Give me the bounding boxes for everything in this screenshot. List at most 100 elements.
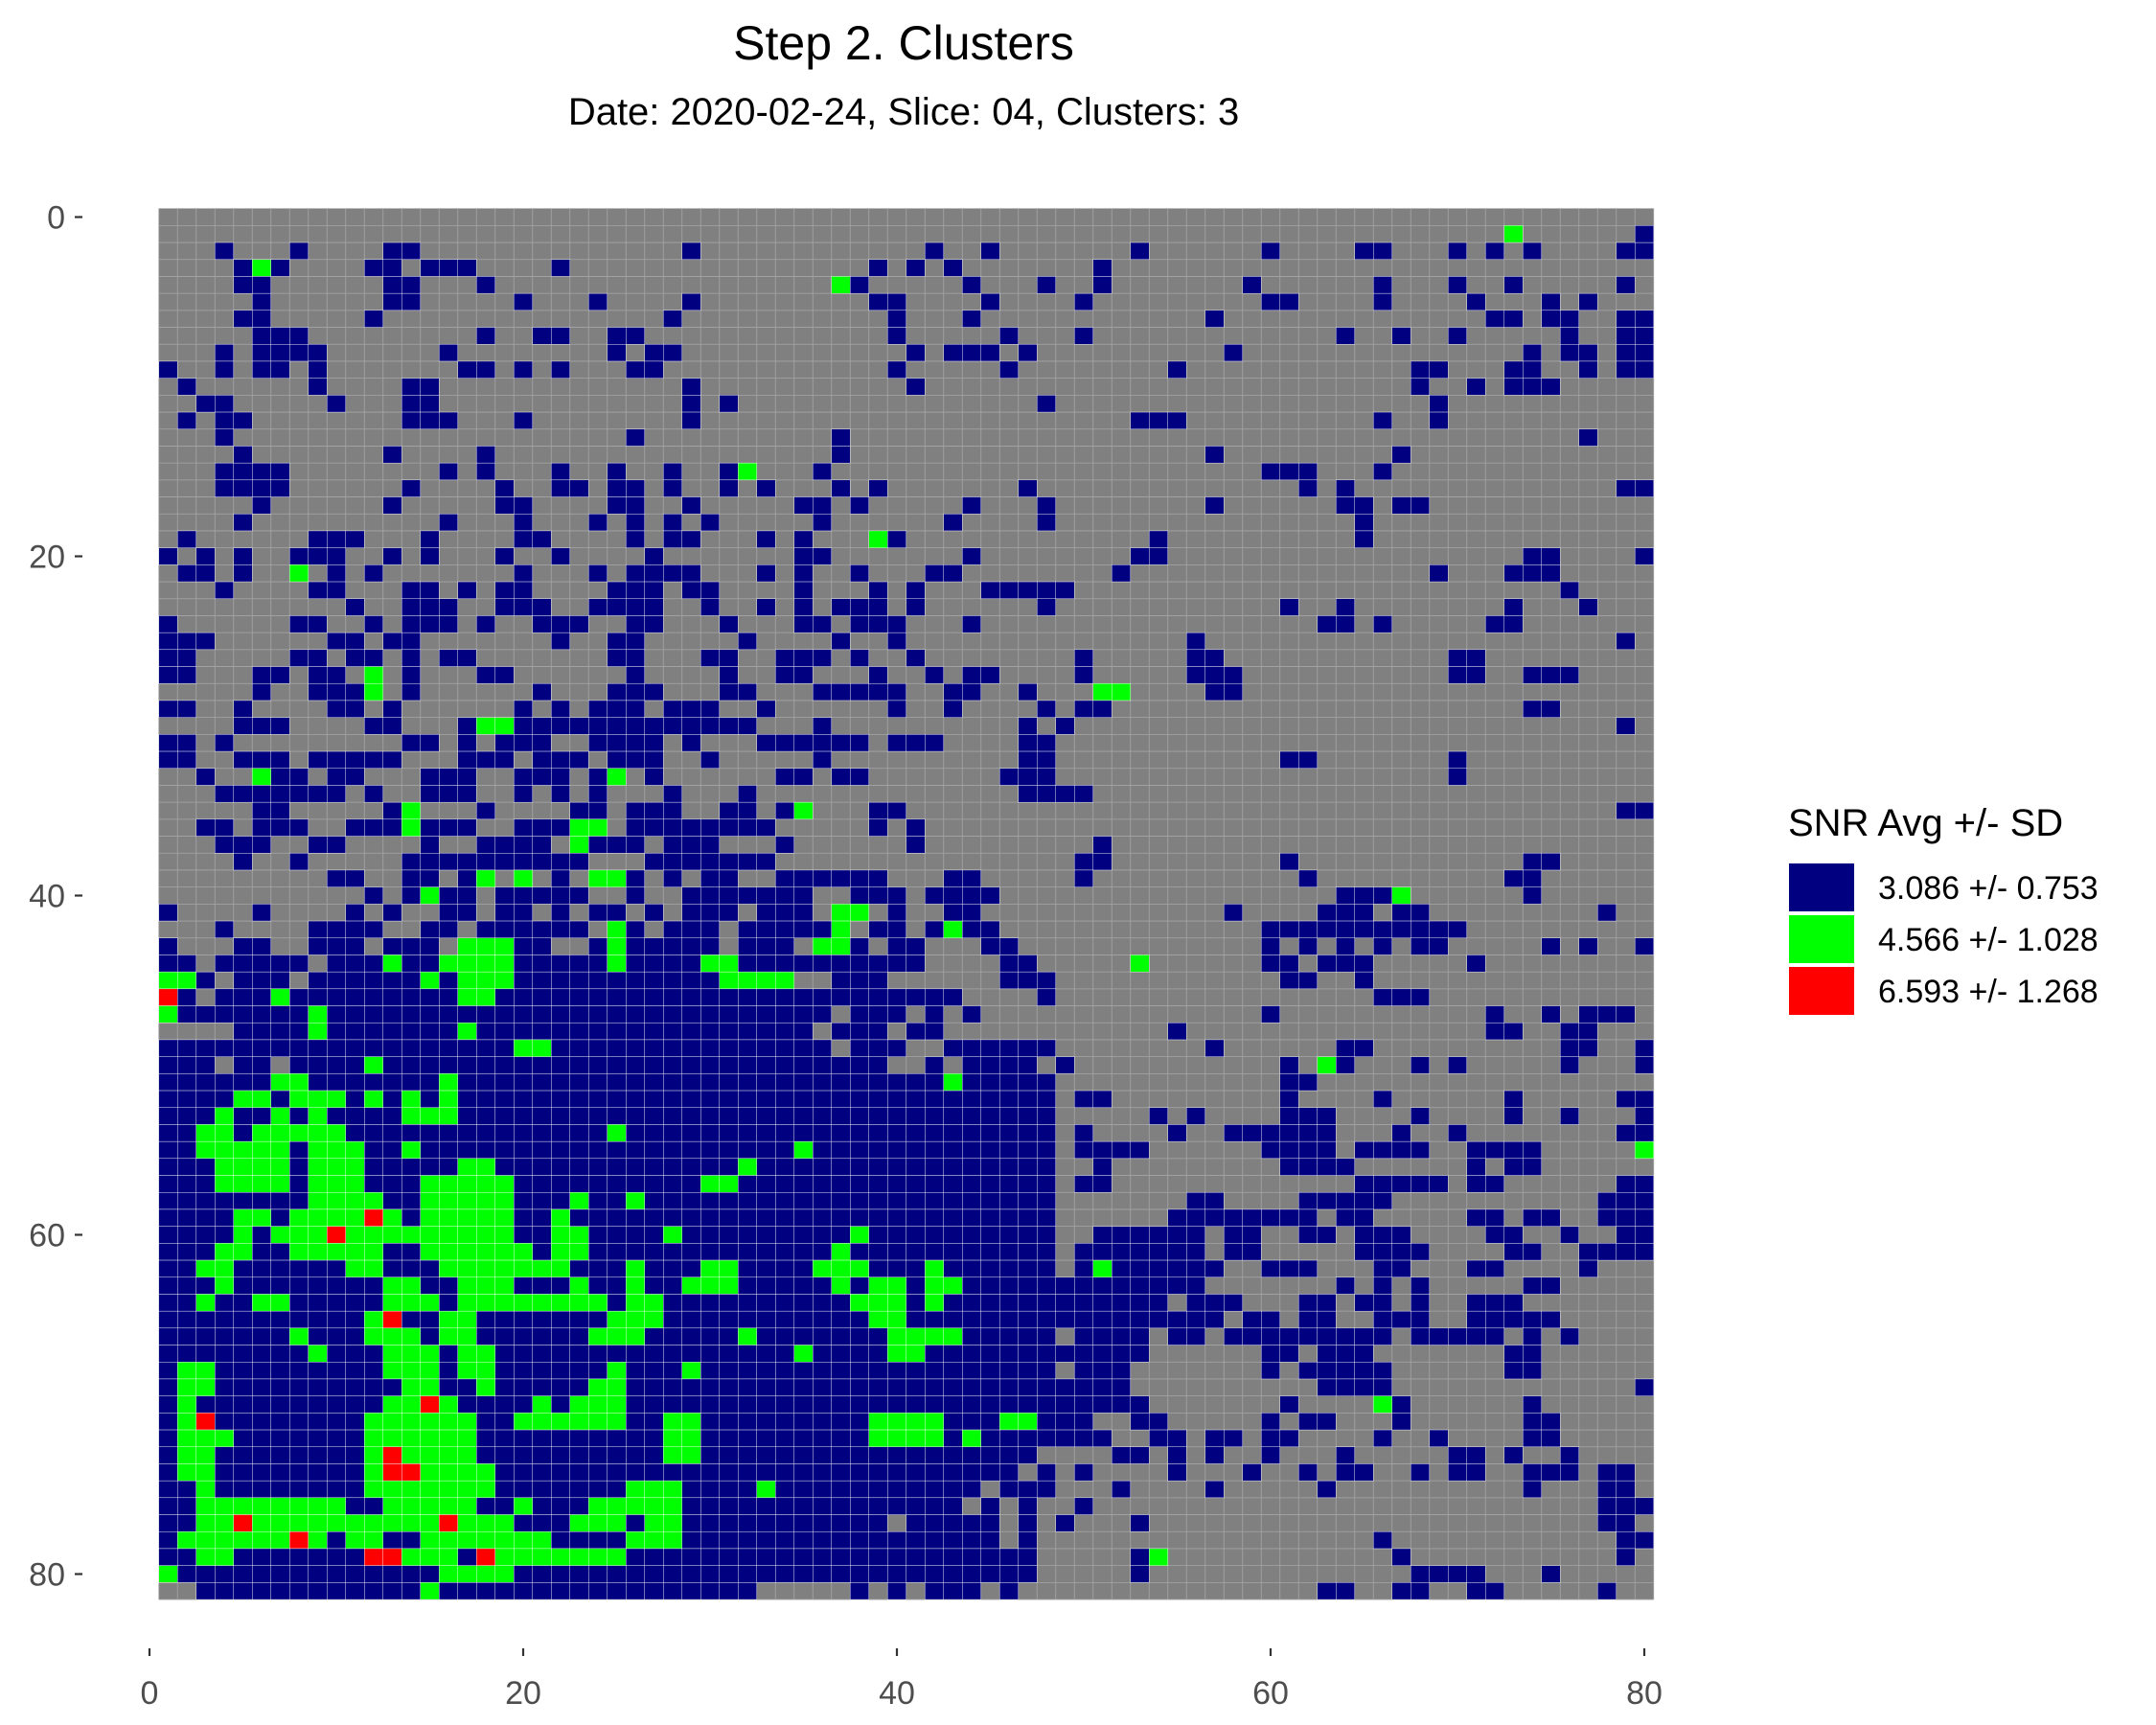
cluster-tile-1 — [943, 1446, 963, 1464]
cluster-tile-2 — [476, 1192, 495, 1210]
cluster-tile-1 — [1354, 1378, 1374, 1396]
cluster-tile-1 — [1018, 1107, 1038, 1125]
cluster-tile-1 — [289, 988, 309, 1006]
cluster-tile-2 — [607, 1124, 627, 1142]
cluster-tile-1 — [663, 988, 682, 1006]
cluster-tile-1 — [868, 615, 888, 633]
cluster-tile-1 — [887, 1039, 906, 1057]
cluster-tile-1 — [215, 462, 234, 481]
cluster-tile-1 — [887, 1192, 906, 1210]
cluster-tile-1 — [158, 1039, 178, 1057]
cluster-tile-1 — [195, 395, 216, 413]
cluster-tile-1 — [1018, 1073, 1038, 1092]
cluster-tile-1 — [177, 1259, 196, 1277]
cluster-tile-1 — [793, 1362, 814, 1380]
cluster-tile-1 — [494, 1446, 515, 1464]
cluster-tile-1 — [943, 1259, 963, 1277]
legend-key-1 — [1787, 862, 1856, 913]
cluster-tile-1 — [738, 1056, 757, 1074]
cluster-tile-2 — [252, 1208, 271, 1227]
cluster-tile-1 — [681, 1548, 701, 1566]
cluster-tile-1 — [569, 988, 589, 1006]
cluster-tile-1 — [158, 1243, 178, 1261]
cluster-tile-1 — [252, 1446, 271, 1464]
cluster-tile-1 — [775, 1362, 794, 1380]
cluster-tile-1 — [308, 1039, 328, 1057]
cluster-tile-1 — [270, 1345, 290, 1363]
cluster-tile-1 — [345, 649, 365, 667]
cluster-tile-1 — [420, 395, 440, 413]
cluster-tile-1 — [345, 937, 365, 955]
cluster-tile-1 — [1597, 1582, 1617, 1600]
cluster-tile-1 — [1635, 327, 1654, 345]
cluster-tile-1 — [551, 1446, 570, 1464]
cluster-tile-1 — [626, 818, 645, 837]
cluster-tile-1 — [1298, 1208, 1318, 1227]
cluster-tile-1 — [215, 411, 234, 429]
cluster-tile-2 — [195, 1140, 216, 1160]
cluster-tile-1 — [775, 1429, 794, 1447]
cluster-tile-1 — [382, 1378, 402, 1396]
cluster-tile-1 — [1541, 1565, 1561, 1583]
cluster-tile-2 — [476, 988, 495, 1006]
cluster-tile-1 — [1037, 1429, 1056, 1447]
cluster-tile-1 — [962, 1582, 981, 1600]
cluster-tile-1 — [775, 1226, 794, 1244]
cluster-tile-1 — [514, 1124, 533, 1142]
cluster-tile-1 — [270, 1243, 290, 1261]
cluster-tile-2 — [233, 1531, 253, 1550]
cluster-tile-1 — [756, 818, 776, 837]
cluster-tile-1 — [626, 360, 645, 379]
cluster-tile-1 — [252, 785, 271, 803]
cluster-tile-1 — [252, 1226, 271, 1244]
cluster-tile-1 — [514, 1395, 533, 1414]
cluster-tile-2 — [401, 818, 421, 837]
cluster-tile-1 — [494, 1107, 515, 1125]
cluster-tile-1 — [1204, 1192, 1225, 1210]
cluster-tile-1 — [887, 886, 906, 905]
cluster-tile-1 — [514, 292, 533, 311]
cluster-tile-1 — [626, 1208, 645, 1227]
cluster-tile-1 — [215, 1378, 234, 1396]
cluster-tile-2 — [195, 1429, 216, 1447]
cluster-tile-1 — [289, 1565, 309, 1583]
cluster-tile-1 — [382, 259, 402, 277]
cluster-tile-1 — [401, 581, 421, 599]
cluster-tile-1 — [925, 1395, 944, 1414]
cluster-tile-2 — [289, 1124, 309, 1142]
cluster-tile-1 — [719, 853, 739, 871]
cluster-tile-1 — [308, 1276, 328, 1295]
cluster-tile-2 — [289, 1497, 309, 1515]
cluster-tile-2 — [1092, 1259, 1112, 1277]
cluster-tile-1 — [588, 1073, 608, 1092]
cluster-tile-1 — [719, 1158, 739, 1176]
cluster-tile-1 — [177, 734, 196, 752]
cluster-tile-1 — [551, 360, 570, 379]
cluster-tile-1 — [775, 649, 794, 667]
cluster-tile-1 — [1298, 1226, 1318, 1244]
cluster-tile-1 — [364, 750, 383, 769]
cluster-tile-1 — [1037, 1124, 1056, 1142]
cluster-tile-1 — [756, 954, 776, 973]
cluster-tile-1 — [1578, 428, 1598, 447]
cluster-tile-1 — [1485, 1310, 1504, 1329]
cluster-tile-2 — [569, 1276, 589, 1295]
cluster-tile-2 — [569, 1192, 589, 1210]
cluster-tile-2 — [401, 1140, 421, 1160]
cluster-tile-1 — [793, 649, 814, 667]
cluster-tile-2 — [793, 801, 814, 820]
cluster-tile-1 — [1317, 1327, 1337, 1346]
cluster-tile-1 — [681, 1175, 701, 1193]
cluster-tile-2 — [607, 869, 627, 887]
cluster-tile-2 — [663, 1413, 682, 1431]
cluster-tile-2 — [476, 1463, 495, 1482]
cluster-tile-1 — [569, 1090, 589, 1108]
cluster-tile-1 — [793, 1023, 814, 1041]
cluster-tile-1 — [195, 1395, 216, 1414]
cluster-tile-2 — [215, 1107, 234, 1125]
cluster-tile-2 — [494, 1514, 515, 1532]
cluster-tile-1 — [270, 954, 290, 973]
cluster-tile-1 — [681, 1023, 701, 1041]
cluster-tile-1 — [999, 1548, 1019, 1566]
